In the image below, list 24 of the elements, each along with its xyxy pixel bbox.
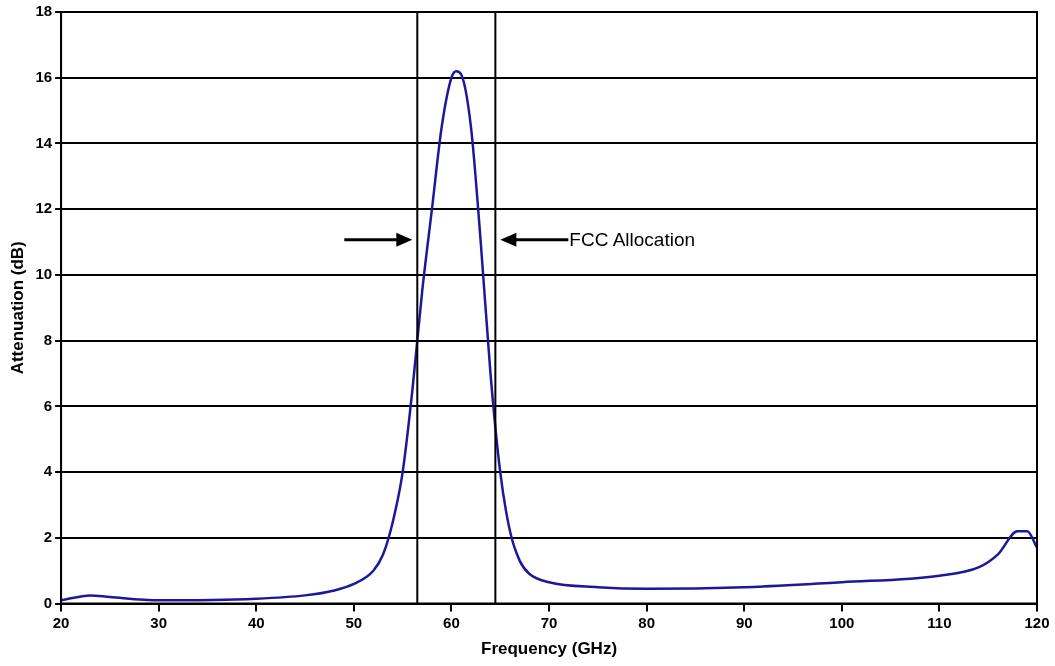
x-tick-label: 60: [443, 613, 460, 631]
x-tick-label: 90: [735, 613, 753, 631]
y-axis-title: Attenuation (dB): [7, 241, 27, 375]
x-axis-title: Frequency (GHz): [481, 639, 618, 659]
y-tick-label: 4: [43, 462, 53, 480]
x-tick-label: 120: [1024, 613, 1050, 631]
y-tick-label: 18: [35, 2, 53, 20]
y-tick-label: 12: [35, 199, 53, 217]
x-tick-label: 80: [638, 613, 655, 631]
x-tick-label: 30: [150, 613, 168, 631]
y-tick-label: 8: [43, 330, 53, 348]
y-tick-label: 14: [35, 133, 53, 151]
y-tick-label: 10: [35, 265, 53, 283]
x-tick-label: 100: [829, 613, 855, 631]
x-tick-label: 40: [247, 613, 265, 631]
y-tick-label: 2: [43, 528, 53, 546]
y-tick-label: 0: [43, 593, 53, 611]
x-tick-label: 70: [540, 613, 558, 631]
x-tick-label: 110: [927, 613, 952, 631]
annotation: FCC Allocation: [569, 228, 696, 251]
y-tick-label: 16: [35, 67, 53, 85]
y-tick-label: 6: [43, 396, 53, 414]
x-tick-label: 50: [345, 613, 363, 631]
x-tick-label: 20: [52, 613, 70, 631]
